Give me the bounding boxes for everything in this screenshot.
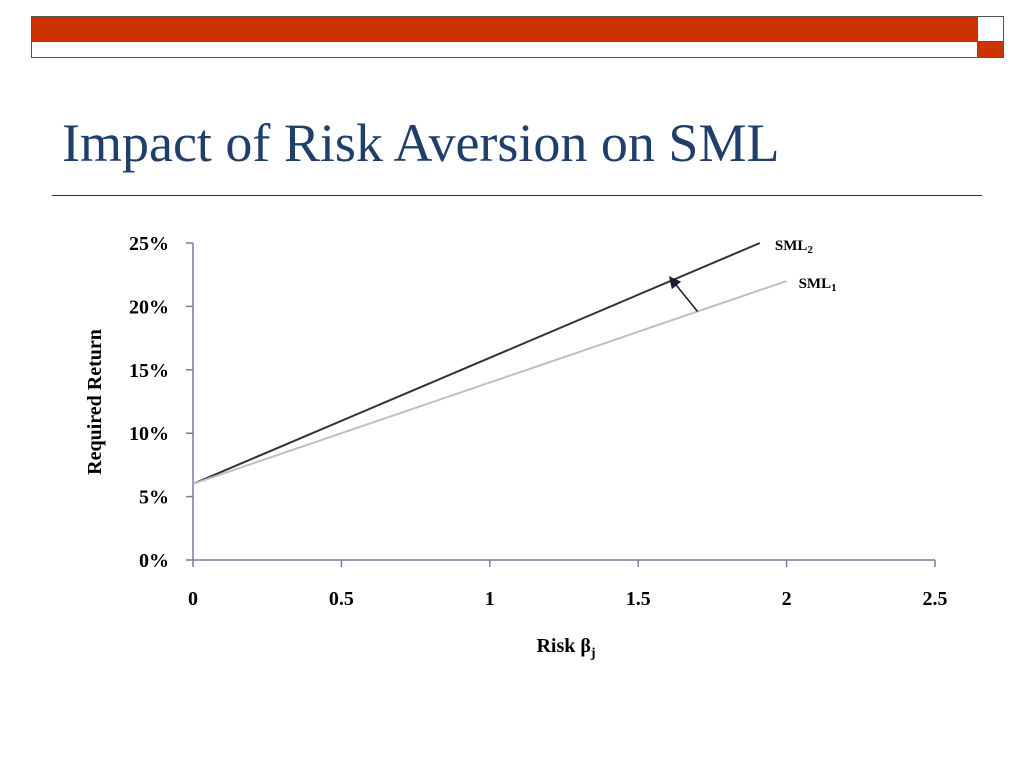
chart-series <box>192 242 787 485</box>
header-accent-bar <box>31 16 978 42</box>
x-axis-label: Risk βj <box>536 635 595 661</box>
series-line-sml1 <box>192 280 787 485</box>
series-label: SML2 <box>775 238 814 256</box>
y-tick-label: 20% <box>129 296 169 318</box>
chart-series-labels: SML2 SML1 <box>775 238 837 294</box>
y-tick-label: 15% <box>129 360 169 382</box>
y-tick-label: 10% <box>129 423 169 445</box>
header-white-bar <box>31 42 978 58</box>
header-corner-white <box>978 16 1004 42</box>
x-tick-label: 1 <box>485 588 495 610</box>
series-label: SML1 <box>799 276 837 294</box>
shift-arrow <box>668 276 699 312</box>
series-line-sml2 <box>192 242 761 485</box>
y-axis-label: Required Return <box>84 329 106 475</box>
x-tick-label: 0 <box>188 588 198 610</box>
y-tick-label: 0% <box>139 550 169 572</box>
x-tick-label: 0.5 <box>329 588 354 610</box>
chart-ticks: 0% 5% 10% 15% 20% 25% 0 0.5 1 1.5 2 2.5 <box>129 233 948 610</box>
chart-axes <box>192 243 935 561</box>
header-corner-red <box>978 42 1004 58</box>
y-tick-label: 5% <box>139 487 169 509</box>
x-tick-label: 2.5 <box>923 588 948 610</box>
title-divider <box>52 195 982 196</box>
slide-title: Impact of Risk Aversion on SML <box>62 113 780 173</box>
chart-annotations <box>668 276 699 312</box>
x-tick-label: 1.5 <box>626 588 651 610</box>
x-tick-label: 2 <box>782 588 792 610</box>
y-tick-label: 25% <box>129 233 169 255</box>
